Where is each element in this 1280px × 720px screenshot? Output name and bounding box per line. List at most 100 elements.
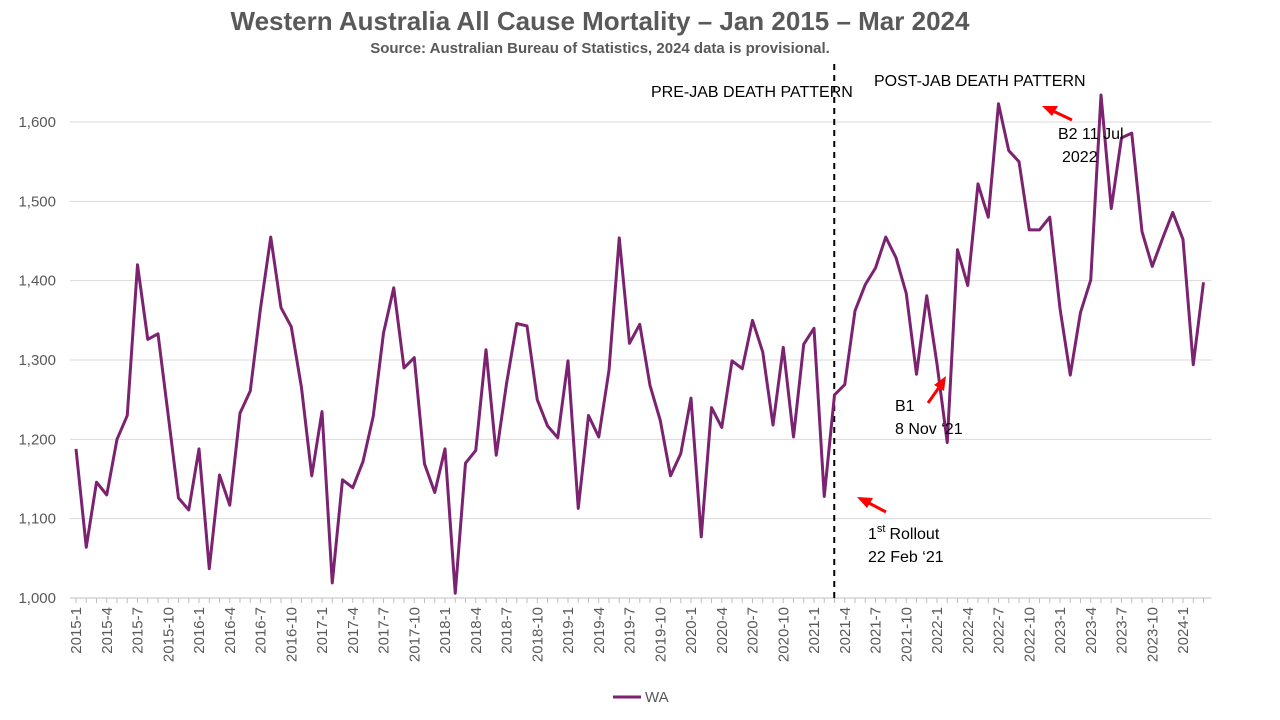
data-point bbox=[874, 266, 877, 269]
data-point bbox=[444, 447, 447, 450]
chart-title: Western Australia All Cause Mortality – … bbox=[230, 6, 970, 36]
rollout-ordinal: 1 bbox=[868, 526, 877, 543]
data-point bbox=[1048, 216, 1051, 219]
data-point bbox=[905, 292, 908, 295]
data-point bbox=[977, 182, 980, 185]
x-tick-label: 2022-1 bbox=[929, 607, 946, 654]
data-point bbox=[146, 338, 149, 341]
pre-jab-label: PRE-JAB DEATH PATTERN bbox=[651, 84, 853, 101]
data-point bbox=[413, 356, 416, 359]
data-point bbox=[300, 386, 303, 389]
data-point bbox=[526, 324, 529, 327]
rollout-label: 1st Rollout bbox=[868, 523, 940, 543]
x-tick-label: 2021-7 bbox=[868, 607, 885, 654]
b2-label: B2 11 Jul bbox=[1058, 126, 1124, 143]
data-point bbox=[997, 102, 1000, 105]
x-tick-label: 2017-7 bbox=[376, 607, 393, 654]
b2-annotation: B2 11 Jul 2022 bbox=[1042, 106, 1124, 166]
data-point bbox=[833, 393, 836, 396]
data-point bbox=[628, 342, 631, 345]
data-point bbox=[669, 474, 672, 477]
data-point bbox=[966, 284, 969, 287]
x-tick-label: 2021-10 bbox=[898, 607, 915, 662]
data-point bbox=[515, 322, 518, 325]
data-point bbox=[321, 410, 324, 413]
data-point bbox=[259, 307, 262, 310]
data-point bbox=[618, 236, 621, 239]
b1-annotation: B1 8 Nov ‘21 bbox=[895, 376, 963, 438]
data-point bbox=[249, 389, 252, 392]
data-point bbox=[772, 424, 775, 427]
rollout-arrow bbox=[857, 497, 887, 514]
x-tick-label: 2017-1 bbox=[314, 607, 331, 654]
b1-date: 8 Nov ‘21 bbox=[895, 421, 963, 438]
data-point bbox=[198, 447, 201, 450]
data-point bbox=[239, 412, 242, 415]
data-point bbox=[454, 592, 457, 595]
data-points bbox=[75, 94, 1206, 595]
gridlines bbox=[70, 121, 1212, 520]
data-point bbox=[638, 323, 641, 326]
x-tick-label: 2023-4 bbox=[1083, 607, 1100, 654]
x-tick-label: 2021-4 bbox=[837, 607, 854, 654]
data-point bbox=[177, 497, 180, 500]
rollout-word: Rollout bbox=[889, 526, 939, 543]
b2-date: 2022 bbox=[1062, 149, 1098, 166]
data-point bbox=[915, 373, 918, 376]
data-point bbox=[208, 567, 211, 570]
data-point bbox=[813, 327, 816, 330]
data-point bbox=[464, 462, 467, 465]
legend: WA bbox=[613, 689, 669, 706]
data-point bbox=[280, 306, 283, 309]
data-point bbox=[310, 474, 313, 477]
data-point bbox=[710, 406, 713, 409]
data-point bbox=[577, 507, 580, 510]
data-point bbox=[659, 419, 662, 422]
post-jab-label: POST-JAB DEATH PATTERN bbox=[874, 73, 1086, 90]
x-tick-label: 2020-1 bbox=[683, 607, 700, 654]
data-point bbox=[741, 367, 744, 370]
data-point bbox=[218, 474, 221, 477]
data-point bbox=[95, 481, 98, 484]
data-point bbox=[1018, 160, 1021, 163]
data-point bbox=[1192, 363, 1195, 366]
data-point bbox=[792, 435, 795, 438]
rollout-ordinal-suffix: st bbox=[877, 523, 886, 535]
data-point bbox=[649, 384, 652, 387]
x-tick-label: 2023-7 bbox=[1114, 607, 1131, 654]
data-point bbox=[864, 283, 867, 286]
data-point bbox=[884, 236, 887, 239]
x-tick-label: 2019-1 bbox=[560, 607, 577, 654]
data-point bbox=[187, 508, 190, 511]
x-tick-label: 2019-4 bbox=[591, 607, 608, 654]
data-point bbox=[956, 248, 959, 251]
x-tick-label: 2020-7 bbox=[745, 607, 762, 654]
x-tick-label: 2021-1 bbox=[806, 607, 823, 654]
rollout-date: 22 Feb ‘21 bbox=[868, 549, 944, 566]
data-point bbox=[1059, 307, 1062, 310]
chart-subtitle: Source: Australian Bureau of Statistics,… bbox=[370, 40, 830, 57]
data-point bbox=[936, 362, 939, 365]
data-point bbox=[823, 495, 826, 498]
data-point bbox=[1007, 149, 1010, 152]
x-tick-label: 2016-4 bbox=[222, 607, 239, 654]
data-point bbox=[116, 438, 119, 441]
data-point bbox=[536, 398, 539, 401]
data-point bbox=[556, 436, 559, 439]
data-point bbox=[1069, 374, 1072, 377]
data-point bbox=[1038, 228, 1041, 231]
data-point bbox=[731, 359, 734, 362]
rollout-annotation: 1st Rollout 22 Feb ‘21 bbox=[857, 497, 944, 566]
data-point bbox=[751, 319, 754, 322]
y-tick-label: 1,300 bbox=[18, 352, 56, 369]
y-tick-label: 1,400 bbox=[18, 273, 56, 290]
x-tick-label: 2015-7 bbox=[130, 607, 147, 654]
data-point bbox=[761, 351, 764, 354]
data-point bbox=[895, 256, 898, 259]
data-point bbox=[690, 397, 693, 400]
x-tick-label: 2018-7 bbox=[499, 607, 516, 654]
data-point bbox=[105, 493, 108, 496]
data-point bbox=[700, 535, 703, 538]
data-point bbox=[1130, 132, 1133, 135]
